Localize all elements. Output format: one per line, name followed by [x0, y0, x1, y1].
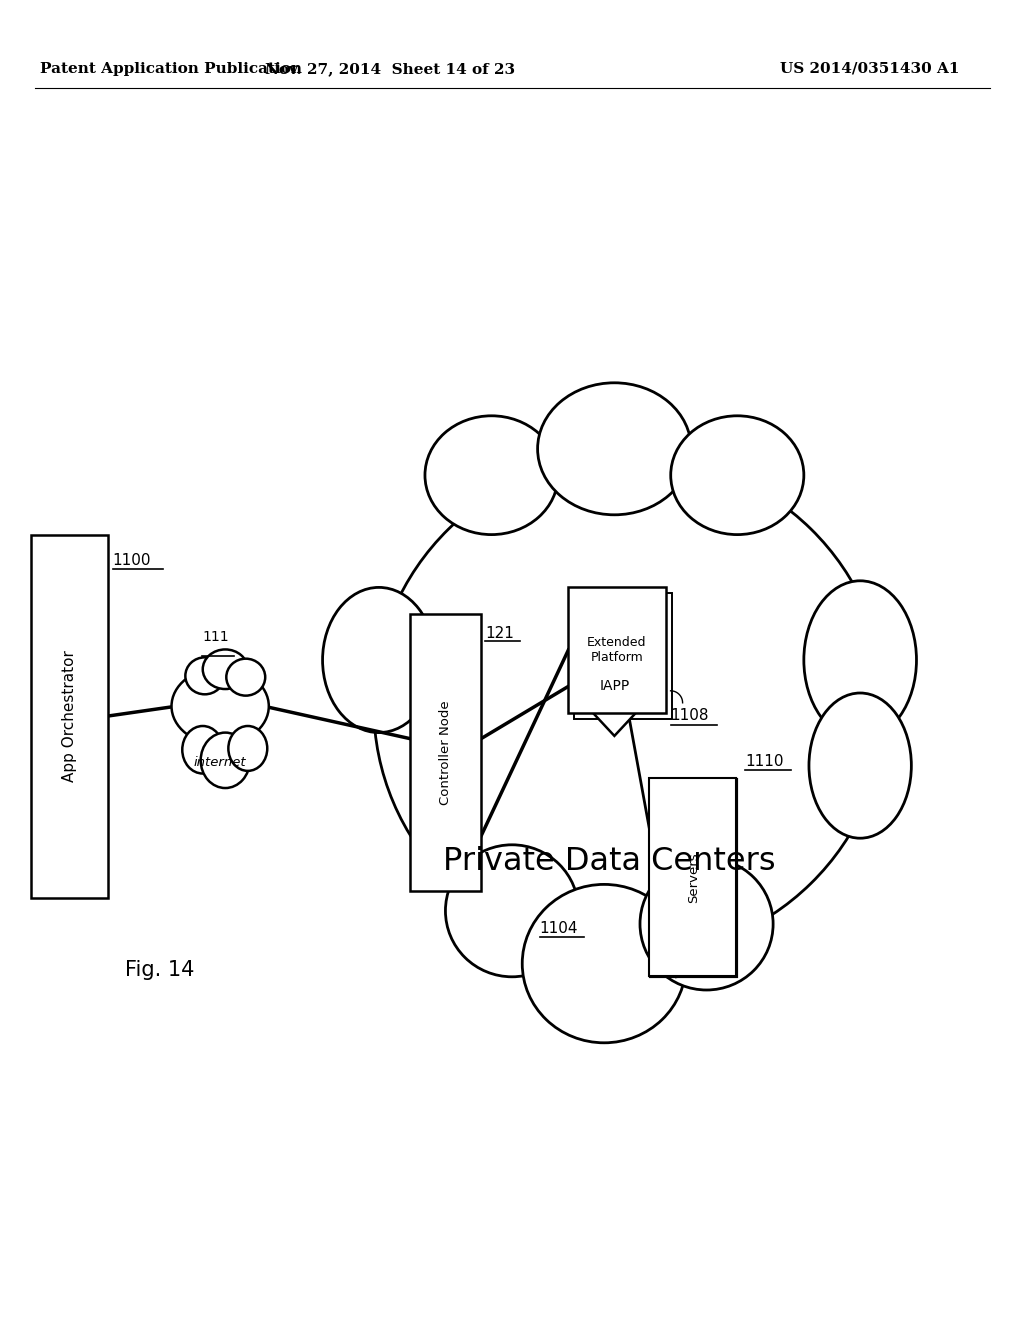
Bar [649, 779, 736, 977]
Ellipse shape [425, 416, 558, 535]
Text: Nov. 27, 2014  Sheet 14 of 23: Nov. 27, 2014 Sheet 14 of 23 [265, 62, 515, 77]
Ellipse shape [185, 657, 224, 694]
Ellipse shape [445, 845, 579, 977]
Ellipse shape [804, 581, 916, 739]
Text: Controller Node: Controller Node [439, 700, 452, 805]
Ellipse shape [201, 733, 250, 788]
Text: Patent Application Publication: Patent Application Publication [40, 62, 302, 77]
Text: 1104: 1104 [540, 921, 579, 936]
Ellipse shape [522, 884, 686, 1043]
Ellipse shape [640, 858, 773, 990]
Text: App Orchestrator: App Orchestrator [61, 651, 77, 781]
Bar [568, 587, 666, 713]
Ellipse shape [374, 455, 886, 957]
Ellipse shape [203, 649, 248, 689]
Ellipse shape [226, 659, 265, 696]
Text: US 2014/0351430 A1: US 2014/0351430 A1 [780, 62, 959, 77]
Text: 1108: 1108 [671, 708, 709, 723]
Text: Extended
Platform: Extended Platform [587, 636, 647, 664]
Text: Servers: Servers [687, 853, 700, 903]
Text: IAPP: IAPP [599, 680, 630, 693]
Bar [31, 535, 108, 898]
Bar [410, 614, 481, 891]
Ellipse shape [538, 383, 691, 515]
Ellipse shape [809, 693, 911, 838]
Bar [650, 779, 737, 977]
Text: 1110: 1110 [745, 754, 783, 768]
Text: internet: internet [194, 756, 247, 770]
Text: 111: 111 [202, 630, 228, 644]
Text: 1100: 1100 [113, 553, 151, 568]
Ellipse shape [671, 416, 804, 535]
Text: Fig. 14: Fig. 14 [125, 960, 195, 979]
Ellipse shape [171, 668, 268, 744]
Ellipse shape [182, 726, 223, 774]
Bar [574, 594, 672, 719]
Text: Private Data Centers: Private Data Centers [443, 846, 776, 876]
Ellipse shape [323, 587, 435, 733]
Bar [650, 779, 737, 977]
Text: 121: 121 [485, 626, 514, 640]
Ellipse shape [228, 726, 267, 771]
Polygon shape [568, 636, 660, 737]
